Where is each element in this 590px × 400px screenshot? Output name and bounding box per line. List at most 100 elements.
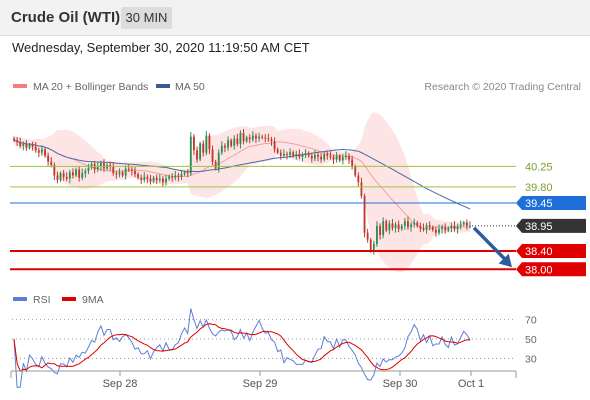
instrument-title: Crude Oil (WTI) [11,9,121,26]
candle-body [155,177,158,181]
last-price-label: 38.95 [525,221,553,233]
candle-body [25,143,28,148]
candle-body [137,174,140,178]
candle-body [276,149,279,153]
candle-body [72,172,74,176]
candle-body [87,167,90,171]
candle-body [462,222,465,225]
rsi-level-label-50: 50 [525,334,537,346]
x-tick-label: Sep 29 [243,378,278,390]
candle-body [140,177,143,181]
candle-body [348,155,350,160]
candle-body [242,132,245,142]
candle-body [391,223,394,229]
candle-body [282,153,285,156]
candle-body [199,143,202,160]
price-plot [13,112,471,273]
candle-body [47,155,50,162]
level-tag-39.45 [516,195,586,210]
chart-header: Crude Oil (WTI) 30 MIN [0,0,590,36]
candle-body [332,157,335,160]
candle-body [158,178,161,181]
legend-ma50-swatch [156,84,170,88]
candle-body [78,169,81,178]
level-label-40.25: 40.25 [525,161,553,173]
candle-body [286,153,288,155]
candle-body [410,224,412,228]
level-label-39.45: 39.45 [525,198,553,210]
candle-body [366,232,369,240]
candle-body [37,150,40,153]
candle-body [183,172,186,175]
candle-body [130,169,133,171]
candle-body [329,155,332,158]
candle-body [186,172,189,174]
candle-body [376,225,378,245]
legend-ma50-label: MA 50 [175,81,205,93]
candle-body [19,142,22,146]
candle-body [161,178,164,183]
candle-body [320,156,323,160]
timeframe-badge[interactable]: 30 MIN [121,7,172,29]
candle-body [239,132,242,144]
candle-body [211,149,214,162]
candle-body [196,150,198,160]
level-tag-38.40 [516,243,586,258]
candle-body [189,136,192,174]
candle-body [65,176,68,179]
candle-body [180,174,183,177]
legend-9ma-label: 9MA [82,294,104,306]
candle-body [453,225,456,230]
candle-body [233,138,236,146]
rsi-plot: 70 50 30 [12,308,537,388]
candle-body [270,139,273,142]
candle-body [134,170,136,175]
legend-ma20-label: MA 20 + Bollinger Bands [33,81,148,93]
candle-body [363,196,366,233]
candle-body [224,145,226,148]
candle-body [444,227,447,231]
x-tick-label: Oct 1 [458,378,484,390]
bollinger-band [14,112,470,273]
candle-body [258,136,260,139]
legend-rsi-label: RSI [33,294,51,306]
x-tick-label: Sep 28 [103,378,138,390]
candle-body [335,155,338,160]
candle-body [261,136,264,138]
candle-body [428,225,431,228]
candle-body [317,154,319,157]
candle-body [121,172,124,176]
candle-body [245,137,248,142]
legend-ma20-swatch [13,84,27,88]
rsi-level-label-30: 30 [525,353,537,365]
level-label-38.40: 38.40 [525,246,553,258]
candle-body [192,136,195,151]
level-label-39.80: 39.80 [525,182,553,194]
candle-body [255,135,257,139]
candle-body [295,153,298,156]
candle-body [143,176,146,181]
candle-body [313,154,316,159]
candle-body [205,135,208,153]
candle-body [413,222,416,225]
legend-9ma-swatch [62,297,76,301]
candle-body [369,239,372,251]
candle-body [279,152,282,156]
candle-body [220,145,223,153]
candle-body [165,178,167,183]
candle-body [168,176,171,179]
candle-body [115,173,118,175]
candle-body [400,225,403,230]
legend-rsi-swatch [13,297,27,301]
candle-body [388,223,391,231]
candle-body [124,168,127,176]
rsi-line [13,308,471,388]
candle-body [248,137,251,140]
candle-body [267,138,270,140]
candle-body [230,140,233,146]
x-tick-label: Sep 30 [383,378,418,390]
candle-body [422,228,425,230]
candle-body [341,157,344,161]
candle-body [419,225,422,229]
